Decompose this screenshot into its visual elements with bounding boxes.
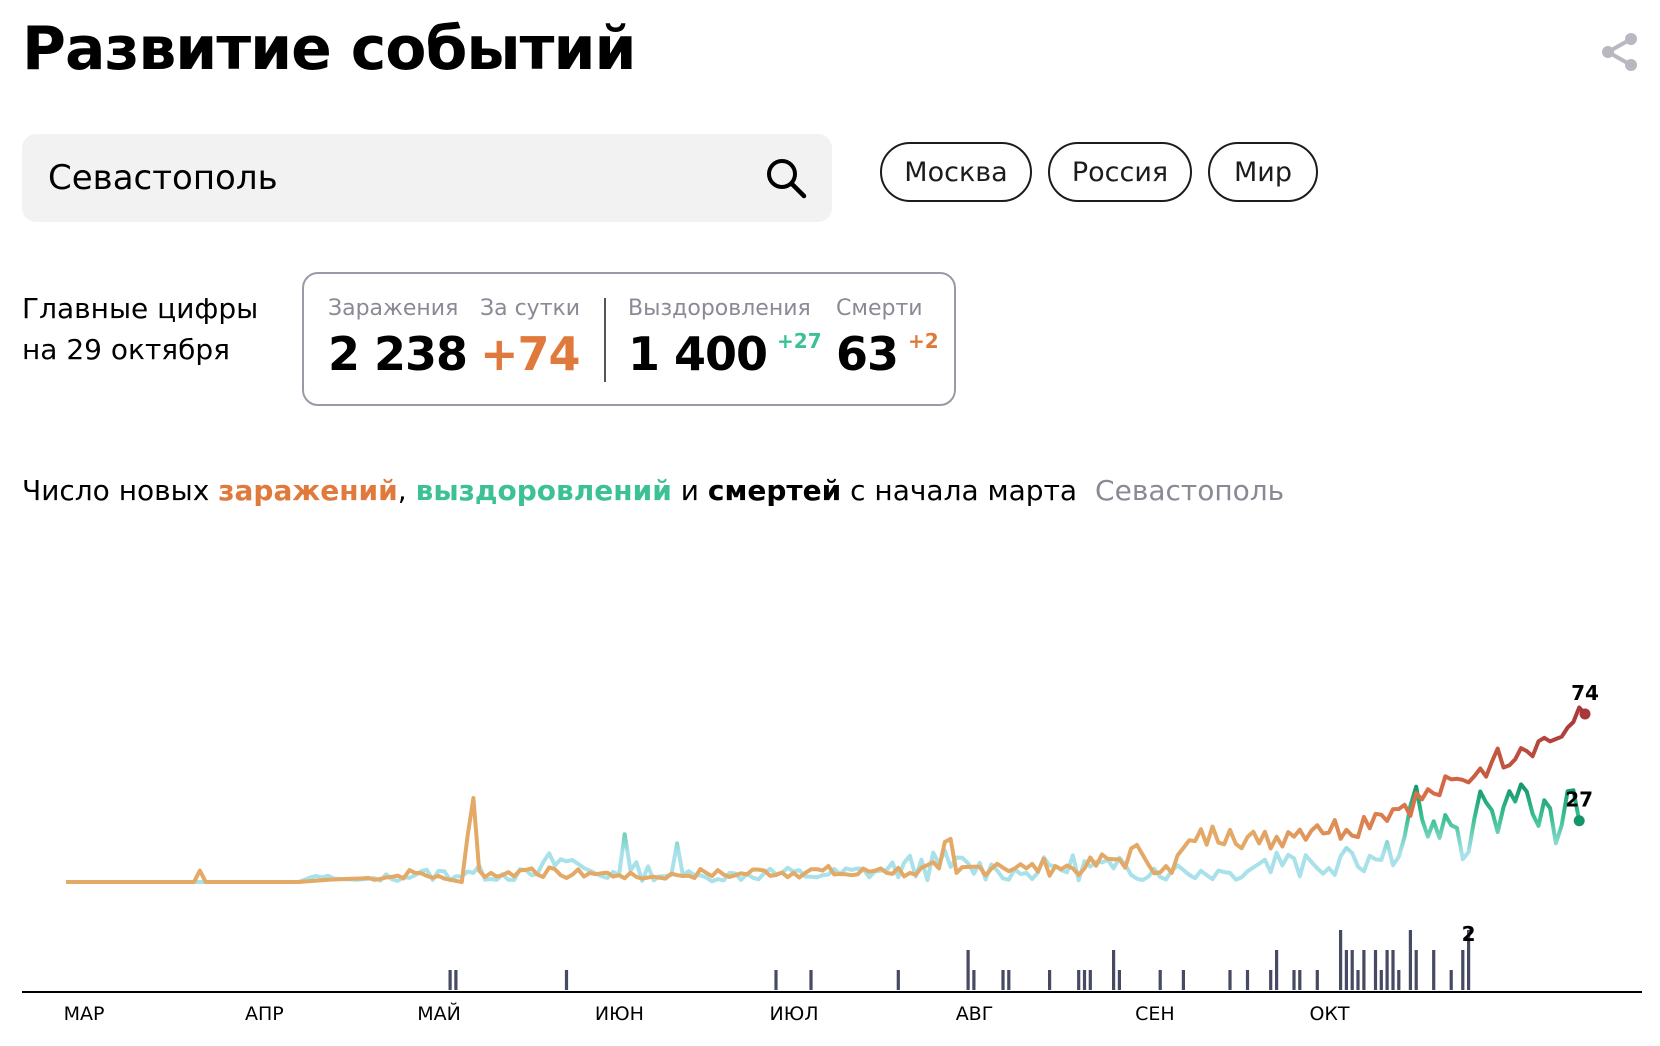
death-bar <box>1048 970 1052 990</box>
deaths-end-label: 2 <box>1462 922 1476 946</box>
stat-recoveries: Выздоровления 1 400 +27 <box>628 296 822 381</box>
death-bar <box>1373 950 1378 990</box>
death-bar <box>1158 970 1162 990</box>
death-bar <box>1385 950 1389 990</box>
death-bar <box>1344 950 1348 990</box>
recoveries-end-label: 27 <box>1565 788 1593 812</box>
death-bar <box>774 970 778 990</box>
death-bar <box>1397 970 1401 990</box>
stat-infections: Заражения 2 238 <box>328 296 468 381</box>
stat-recoveries-label: Выздоровления <box>628 296 811 321</box>
infections-line <box>66 705 1587 884</box>
death-bar <box>1082 970 1087 990</box>
chart-heading-sep: , <box>397 474 416 507</box>
search-icon[interactable] <box>764 156 808 200</box>
death-bar <box>1362 950 1366 990</box>
death-bar <box>1461 950 1465 990</box>
stat-per-day-label: За сутки <box>480 296 581 321</box>
death-bar <box>454 970 458 990</box>
death-bar <box>1228 970 1232 990</box>
death-bar <box>809 970 813 990</box>
stat-deaths-delta: +2 <box>908 329 939 353</box>
page-title: Развитие событий <box>22 14 637 84</box>
x-tick-label: МАР <box>64 1003 105 1025</box>
death-bar <box>1269 970 1273 990</box>
stat-infections-label: Заражения <box>328 296 459 321</box>
death-bar <box>1275 950 1279 990</box>
death-bar <box>896 970 900 990</box>
death-bar <box>1117 970 1121 990</box>
death-bar <box>1088 970 1092 990</box>
search-input[interactable] <box>46 157 730 199</box>
death-bar <box>1007 970 1011 990</box>
stats-divider <box>604 298 606 382</box>
main-figures-title: Главные цифры <box>22 292 259 325</box>
main-figures-label: Главные цифры на 29 октября <box>22 288 258 370</box>
death-bar <box>1292 970 1296 990</box>
recoveries-end-point <box>1573 815 1585 827</box>
death-bar <box>1391 950 1395 990</box>
stat-deaths: Смерти 63 +2 <box>836 296 939 381</box>
x-tick-label: ИЮН <box>595 1003 644 1025</box>
search-box[interactable] <box>22 134 832 222</box>
death-bar <box>1432 950 1436 990</box>
stat-deaths-value: 63 <box>836 327 899 381</box>
x-tick-label: СЕН <box>1135 1003 1175 1025</box>
death-bar <box>1315 970 1319 990</box>
death-bar <box>1379 970 1383 990</box>
chart-heading-deaths: смертей <box>707 474 842 507</box>
death-bar <box>972 970 976 990</box>
chart-heading-and: и <box>671 474 708 507</box>
death-bar <box>1001 970 1005 990</box>
x-tick-label: АПР <box>245 1003 284 1025</box>
stat-recoveries-value-wrap: 1 400 +27 <box>628 327 822 381</box>
infections-end-point <box>1579 708 1591 720</box>
recoveries-line <box>66 782 1582 884</box>
death-bar <box>1112 950 1116 990</box>
death-bar <box>1356 970 1360 990</box>
stat-recoveries-delta: +27 <box>777 329 822 353</box>
stat-infections-value: 2 238 <box>328 327 468 381</box>
death-bar <box>1181 970 1185 990</box>
chart-heading-part2: с начала марта <box>841 474 1078 507</box>
chart-heading: Число новых заражений, выздоровлений и с… <box>22 474 1284 507</box>
death-bar <box>1408 930 1412 990</box>
death-bar <box>1467 930 1471 990</box>
stat-per-day-value: +74 <box>480 327 581 381</box>
death-bar <box>1414 950 1418 990</box>
region-button-russia[interactable]: Россия <box>1048 142 1192 202</box>
stat-deaths-label: Смерти <box>836 296 923 321</box>
death-bar <box>448 970 452 990</box>
stat-per-day: За сутки +74 <box>480 296 581 381</box>
infections-end-label: 74 <box>1571 681 1599 705</box>
death-bar <box>966 950 970 990</box>
chart-heading-part1: Число новых <box>22 474 219 507</box>
chart-heading-infections: заражений <box>218 474 398 507</box>
chart-heading-recoveries: выздоровлений <box>415 474 672 507</box>
death-bar <box>1339 930 1343 990</box>
death-bar <box>1449 970 1453 990</box>
death-bar <box>1245 970 1250 990</box>
x-tick-label: ОКТ <box>1309 1003 1349 1025</box>
region-button-moscow[interactable]: Москва <box>880 142 1032 202</box>
x-tick-label: АВГ <box>956 1003 994 1025</box>
chart-heading-region: Севастополь <box>1095 474 1285 507</box>
stat-recoveries-value: 1 400 <box>628 327 768 381</box>
main-figures-date: на 29 октября <box>22 333 230 366</box>
stat-deaths-value-wrap: 63 +2 <box>836 327 939 381</box>
death-bar <box>1298 970 1302 990</box>
share-icon[interactable] <box>1598 30 1642 74</box>
death-bar <box>1077 970 1081 990</box>
death-bar <box>564 970 569 990</box>
x-tick-label: МАЙ <box>417 1002 461 1025</box>
region-button-world[interactable]: Мир <box>1208 142 1318 202</box>
stats-card: Заражения 2 238 За сутки +74 Выздоровлен… <box>302 272 956 406</box>
x-tick-label: ИЮЛ <box>769 1003 818 1025</box>
death-bar <box>1350 950 1354 990</box>
